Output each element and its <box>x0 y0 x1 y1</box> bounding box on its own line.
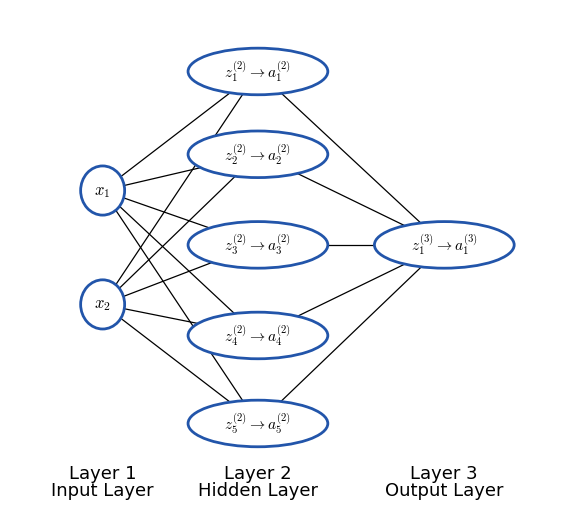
Text: Layer 3: Layer 3 <box>410 465 478 483</box>
Ellipse shape <box>188 312 328 359</box>
Text: $z_2^{(2)} \rightarrow a_2^{(2)}$: $z_2^{(2)} \rightarrow a_2^{(2)}$ <box>224 142 291 167</box>
Ellipse shape <box>81 280 125 329</box>
Ellipse shape <box>188 131 328 178</box>
Ellipse shape <box>81 166 125 215</box>
Text: $z_1^{(3)} \rightarrow a_1^{(3)}$: $z_1^{(3)} \rightarrow a_1^{(3)}$ <box>411 232 478 257</box>
Ellipse shape <box>188 48 328 95</box>
Text: Hidden Layer: Hidden Layer <box>198 482 318 500</box>
Text: $z_1^{(2)} \rightarrow a_1^{(2)}$: $z_1^{(2)} \rightarrow a_1^{(2)}$ <box>224 59 291 84</box>
Text: Layer 1: Layer 1 <box>69 465 136 483</box>
Text: Output Layer: Output Layer <box>385 482 503 500</box>
Text: $z_5^{(2)} \rightarrow a_5^{(2)}$: $z_5^{(2)} \rightarrow a_5^{(2)}$ <box>224 411 291 436</box>
Text: $z_3^{(2)} \rightarrow a_3^{(2)}$: $z_3^{(2)} \rightarrow a_3^{(2)}$ <box>224 232 291 257</box>
Ellipse shape <box>375 221 514 268</box>
Text: $x_2$: $x_2$ <box>94 296 111 313</box>
Ellipse shape <box>188 221 328 268</box>
Text: Layer 2: Layer 2 <box>224 465 292 483</box>
Text: Input Layer: Input Layer <box>51 482 154 500</box>
Text: $x_1$: $x_1$ <box>94 181 111 199</box>
Text: $z_4^{(2)} \rightarrow a_4^{(2)}$: $z_4^{(2)} \rightarrow a_4^{(2)}$ <box>224 323 291 348</box>
Ellipse shape <box>188 400 328 447</box>
